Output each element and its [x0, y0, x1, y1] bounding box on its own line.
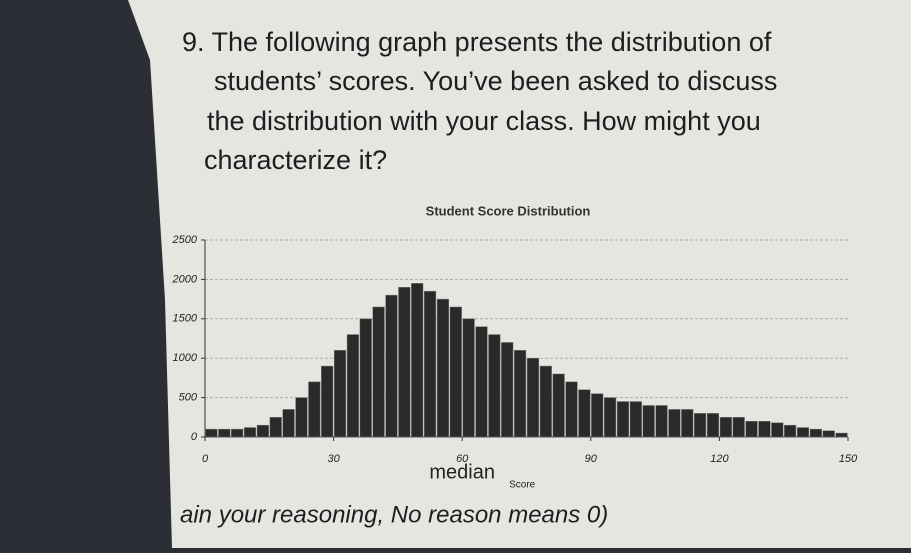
bar [411, 283, 424, 438]
bar [719, 417, 732, 438]
bar [604, 397, 617, 438]
x-axis-label: Score [509, 480, 536, 491]
x-tick-label: 60 [456, 453, 469, 465]
question-line: 9. The following graph presents the dist… [182, 27, 772, 57]
bar [629, 401, 642, 438]
bar [308, 381, 321, 438]
chart: 0 500 1000 1500 2000 2500 0 30 60 90 120 150 median S… [172, 234, 859, 491]
bar [243, 427, 257, 438]
bar [488, 334, 501, 438]
bar [385, 294, 398, 438]
bar [822, 430, 835, 438]
bar [359, 318, 372, 438]
bar [745, 420, 758, 438]
x-tick-label: 150 [839, 453, 858, 465]
chart-title: Student Score Distribution [426, 203, 591, 218]
bar [552, 373, 565, 438]
x-tick-label: 0 [202, 453, 209, 465]
x-tick-label: 30 [327, 453, 340, 465]
y-tick-label: 2000 [172, 273, 198, 285]
bar [732, 417, 745, 438]
y-tick-label: 2500 [172, 234, 198, 246]
bar [256, 424, 269, 438]
annotation: median [429, 461, 495, 483]
bar [539, 365, 552, 438]
bar [205, 428, 218, 438]
bar [231, 428, 244, 438]
bar [501, 342, 514, 438]
bar [526, 357, 540, 438]
bar [282, 409, 295, 438]
bar [449, 306, 462, 438]
question-line: the distribution with your class. How mi… [207, 106, 761, 136]
question-line: characterize it? [204, 145, 387, 175]
bar [784, 424, 797, 438]
bar [616, 401, 630, 438]
bar [462, 318, 475, 438]
bar [423, 290, 437, 438]
bar [796, 427, 810, 438]
bar [681, 409, 694, 438]
y-tick-label: 1500 [173, 313, 198, 325]
bar [694, 413, 707, 438]
bar [333, 350, 347, 438]
x-tick-label: 120 [710, 453, 729, 465]
bar [578, 389, 591, 438]
bar [771, 422, 784, 438]
bar [372, 306, 385, 438]
y-tick-label: 1000 [173, 352, 198, 364]
bar [668, 409, 681, 438]
question-line: students’ scores. You’ve been asked to d… [214, 66, 777, 96]
bar [295, 397, 308, 438]
bar [475, 326, 488, 438]
bar [642, 405, 655, 438]
footer-text: ain your reasoning, No reason means 0) [180, 501, 608, 528]
y-tick-label: 500 [179, 392, 198, 404]
bar [513, 350, 527, 438]
bar [758, 420, 771, 438]
bar [591, 393, 604, 438]
bar [436, 298, 449, 438]
bar [398, 287, 411, 438]
bar [346, 334, 359, 438]
bar [835, 432, 848, 438]
bar [809, 428, 822, 438]
bar [706, 413, 720, 438]
x-tick-label: 90 [585, 453, 598, 465]
bar [218, 428, 231, 438]
bar [269, 417, 282, 438]
bar [655, 405, 668, 438]
y-tick-label: 0 [191, 431, 198, 443]
bar [565, 381, 578, 438]
bar [321, 365, 334, 438]
